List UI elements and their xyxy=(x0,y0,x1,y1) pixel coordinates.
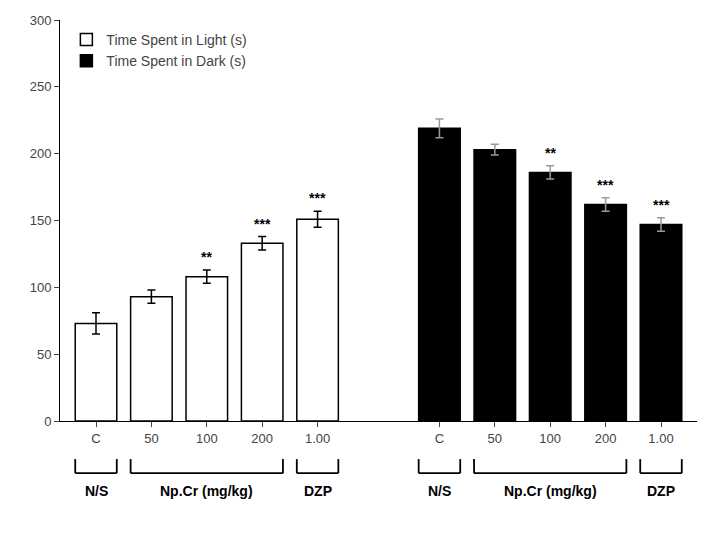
svg-text:**: ** xyxy=(545,145,556,161)
svg-text:DZP: DZP xyxy=(304,483,332,499)
svg-text:100: 100 xyxy=(30,280,52,295)
svg-text:150: 150 xyxy=(30,213,52,228)
svg-text:300: 300 xyxy=(30,13,52,28)
svg-text:***: *** xyxy=(309,190,326,206)
svg-text:100: 100 xyxy=(539,431,561,446)
svg-text:***: *** xyxy=(597,177,614,193)
svg-text:DZP: DZP xyxy=(647,483,675,499)
svg-text:***: *** xyxy=(653,197,670,213)
svg-text:200: 200 xyxy=(30,146,52,161)
svg-text:Np.Cr (mg/kg): Np.Cr (mg/kg) xyxy=(504,483,597,499)
svg-text:50: 50 xyxy=(37,347,51,362)
svg-text:N/S: N/S xyxy=(428,483,451,499)
svg-text:**: ** xyxy=(201,249,212,265)
svg-text:Time Spent in Light (s): Time Spent in Light (s) xyxy=(106,32,246,48)
svg-text:200: 200 xyxy=(595,431,617,446)
svg-text:N/S: N/S xyxy=(85,483,108,499)
svg-text:C: C xyxy=(435,431,444,446)
svg-text:1.00: 1.00 xyxy=(648,431,673,446)
svg-text:1.00: 1.00 xyxy=(305,431,330,446)
svg-text:50: 50 xyxy=(488,431,502,446)
svg-text:0: 0 xyxy=(44,414,51,429)
svg-text:250: 250 xyxy=(30,79,52,94)
svg-text:50: 50 xyxy=(144,431,158,446)
svg-text:100: 100 xyxy=(196,431,218,446)
svg-text:Np.Cr (mg/kg): Np.Cr (mg/kg) xyxy=(160,483,253,499)
svg-text:200: 200 xyxy=(251,431,273,446)
svg-text:C: C xyxy=(91,431,100,446)
svg-text:Time Spent in Dark (s): Time Spent in Dark (s) xyxy=(106,53,246,69)
svg-text:***: *** xyxy=(254,216,271,232)
